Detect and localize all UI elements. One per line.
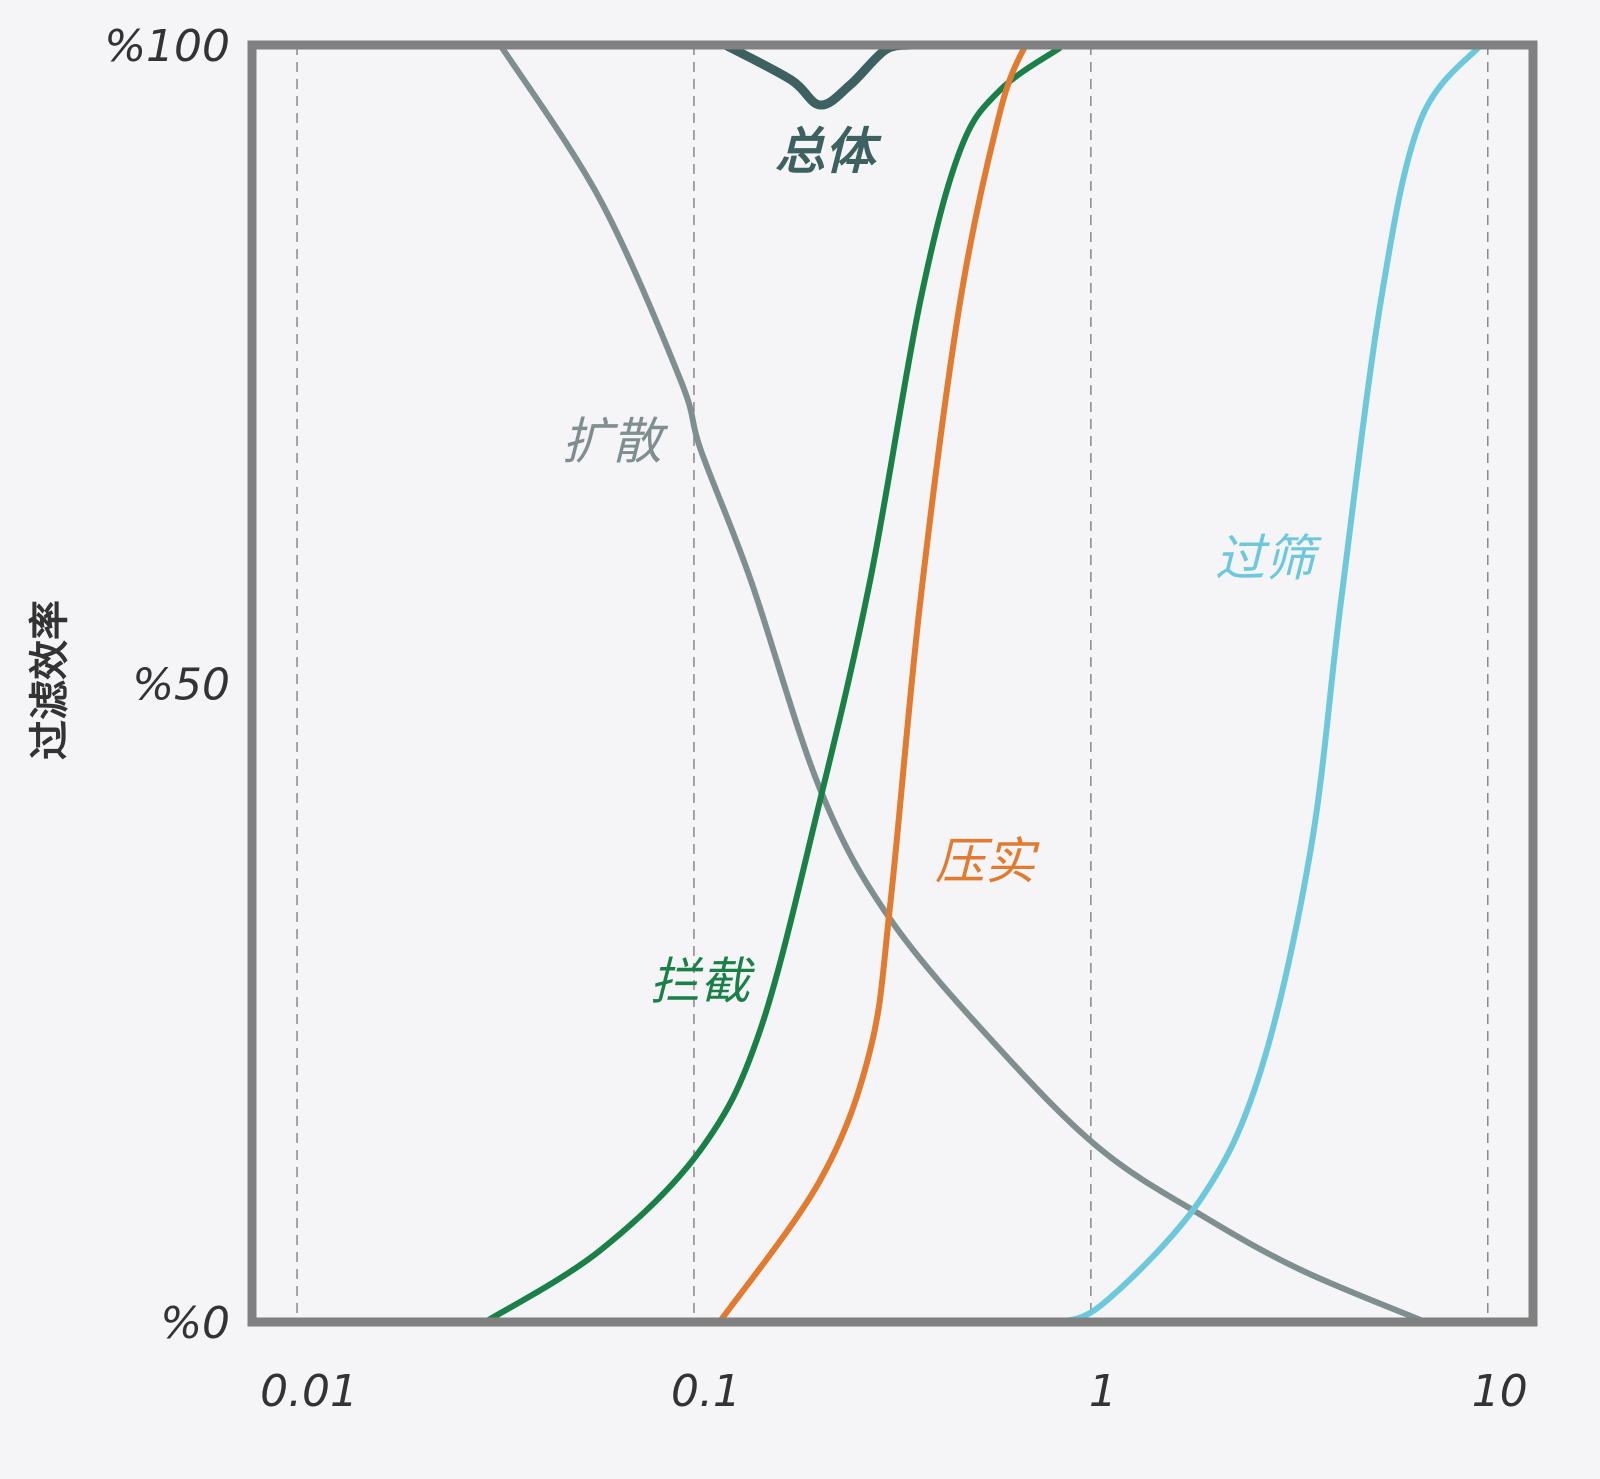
y-tick-label: %100	[104, 21, 230, 72]
y-axis-label: 过滤效率	[27, 600, 73, 760]
line	[1049, 43, 1484, 1325]
series-label: 过筛	[1215, 530, 1322, 588]
x-tick-label: 1	[1089, 1366, 1117, 1417]
y-tick-label: %0	[160, 1298, 230, 1349]
line	[483, 45, 1063, 1325]
series-label: 压实	[935, 833, 1040, 891]
series-label: 拦截	[650, 953, 755, 1011]
x-tick-label: 0.1	[671, 1366, 741, 1417]
series-label: 总体	[775, 123, 882, 181]
line	[717, 43, 1029, 1324]
line	[497, 43, 1427, 1325]
plot-frame	[247, 40, 1538, 1327]
series-label: 扩散	[562, 413, 669, 471]
x-tick-label: 10	[1472, 1366, 1528, 1417]
y-tick-label: %50	[132, 660, 230, 711]
x-tick-label: 0.01	[260, 1366, 358, 1417]
